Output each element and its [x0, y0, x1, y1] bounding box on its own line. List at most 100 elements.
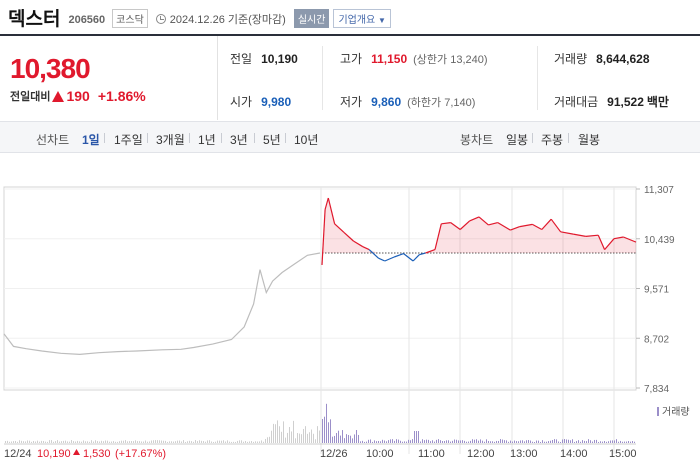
- today-line-segment: [419, 252, 426, 256]
- realtime-button[interactable]: 실시간: [293, 8, 330, 28]
- volume-bar: [390, 439, 391, 443]
- today-line-segment: [604, 238, 615, 250]
- volume-bar: [243, 441, 244, 443]
- volume-bar: [524, 441, 525, 443]
- volume-bar: [412, 439, 413, 443]
- candle-chart-label: 봉차트: [460, 133, 494, 147]
- volume-bar: [269, 436, 270, 443]
- volume-bar: [608, 441, 609, 443]
- volume-bar: [57, 440, 58, 443]
- period-tab-5y[interactable]: 5년: [263, 133, 281, 147]
- volume-bar: [157, 440, 158, 443]
- volume-bar: [462, 440, 463, 443]
- volume-bar: [227, 440, 228, 443]
- volume-bar: [43, 441, 44, 443]
- volume-bar: [366, 441, 367, 443]
- volume-bar: [562, 439, 563, 443]
- volume-bar: [147, 441, 148, 443]
- stat-volume: 거래량 8,644,628: [554, 50, 650, 67]
- volume-bar: [225, 441, 226, 443]
- today-line-segment: [403, 253, 414, 262]
- volume-bar: [376, 441, 377, 443]
- volume-bar: [504, 440, 505, 443]
- volume-bar: [37, 440, 38, 443]
- volume-bar: [332, 436, 333, 443]
- volume-bar: [602, 441, 603, 443]
- price-chart-svg[interactable]: 11,307 10,439 9,571 8,702 7,834 거래량 12/24 12/26…: [0, 154, 700, 470]
- volume-bar: [368, 439, 369, 443]
- volume-bar: [107, 440, 108, 443]
- today-line-segment: [425, 249, 436, 254]
- today-line-segment: [585, 234, 599, 237]
- volume-bar: [287, 432, 288, 443]
- volume-bar: [111, 441, 112, 443]
- volume-bar: [456, 439, 457, 443]
- volume-bar: [51, 440, 52, 443]
- price-chart[interactable]: 11,307 10,439 9,571 8,702 7,834 거래량 12/24 12/26…: [0, 154, 700, 470]
- price-summary: 10,380 전일대비 190 +1.86%: [0, 36, 218, 120]
- change-value: 190: [66, 88, 90, 104]
- volume-bar: [135, 440, 136, 443]
- stats-panel: 전일 10,190 고가 11,150 (상한가 13,240) 거래량 8,6…: [218, 36, 700, 120]
- stat-label: 거래량: [554, 52, 588, 66]
- volume-bar: [474, 439, 475, 443]
- volume-bar: [317, 426, 318, 443]
- volume-bar: [510, 440, 511, 443]
- volume-bar: [550, 440, 551, 443]
- volume-bar: [49, 440, 50, 443]
- company-info-button[interactable]: 기업개요 ▼: [333, 8, 391, 28]
- volume-bar: [452, 440, 453, 443]
- period-tab-1d[interactable]: 1일: [82, 133, 100, 147]
- x-tick-label: 13:00: [510, 448, 538, 460]
- volume-bar: [370, 439, 371, 443]
- stat-unit: 백만: [646, 95, 669, 109]
- volume-bar: [87, 441, 88, 443]
- volume-bar: [514, 440, 515, 443]
- today-line-segment: [613, 236, 624, 240]
- volume-bar: [596, 439, 597, 443]
- volume-bar: [7, 440, 8, 443]
- period-tab-1y[interactable]: 1년: [198, 133, 216, 147]
- volume-bar: [41, 440, 42, 443]
- volume-bar: [117, 441, 118, 443]
- today-line-segment: [469, 216, 480, 222]
- period-tab-3m[interactable]: 3개월: [156, 133, 185, 147]
- volume-bar: [630, 441, 631, 443]
- volume-bar: [249, 441, 250, 443]
- volume-bar: [356, 429, 357, 443]
- volume-bar: [265, 438, 266, 443]
- candle-tab-monthly[interactable]: 월봉: [578, 133, 601, 147]
- today-line-segment: [560, 231, 574, 235]
- today-line-segment: [353, 240, 364, 248]
- volume-bar: [506, 440, 507, 443]
- volume-bar: [328, 422, 329, 443]
- volume-bar: [444, 440, 445, 443]
- volume-bar: [340, 435, 341, 443]
- volume-bar: [502, 439, 503, 443]
- stat-high: 고가 11,150 (상한가 13,240): [340, 50, 488, 67]
- volume-bar: [255, 441, 256, 443]
- volume-bar: [528, 440, 529, 443]
- volume-bar: [406, 441, 407, 443]
- stat-label: 거래대금: [554, 95, 599, 109]
- candle-tab-daily[interactable]: 일봉: [506, 133, 529, 147]
- period-tab-1w[interactable]: 1주일: [114, 133, 143, 147]
- volume-bar: [55, 441, 56, 443]
- stat-label: 저가: [340, 95, 363, 109]
- period-tab-10y[interactable]: 10년: [294, 133, 319, 147]
- volume-bar: [23, 441, 24, 443]
- period-tab-3y[interactable]: 3년: [230, 133, 248, 147]
- volume-bar: [161, 440, 162, 443]
- candle-tab-weekly[interactable]: 주봉: [541, 133, 564, 147]
- x-tick-label: 11:00: [418, 448, 445, 460]
- volume-bar: [382, 439, 383, 443]
- today-line-segment: [327, 197, 336, 224]
- stock-name[interactable]: 덱스터: [8, 8, 61, 30]
- volume-bar: [259, 441, 260, 443]
- y-tick-label: 9,571: [644, 285, 669, 296]
- volume-bar: [354, 434, 355, 443]
- volume-bar: [398, 439, 399, 443]
- volume-bar: [472, 439, 473, 443]
- volume-bar: [71, 440, 72, 443]
- volume-bar: [125, 440, 126, 443]
